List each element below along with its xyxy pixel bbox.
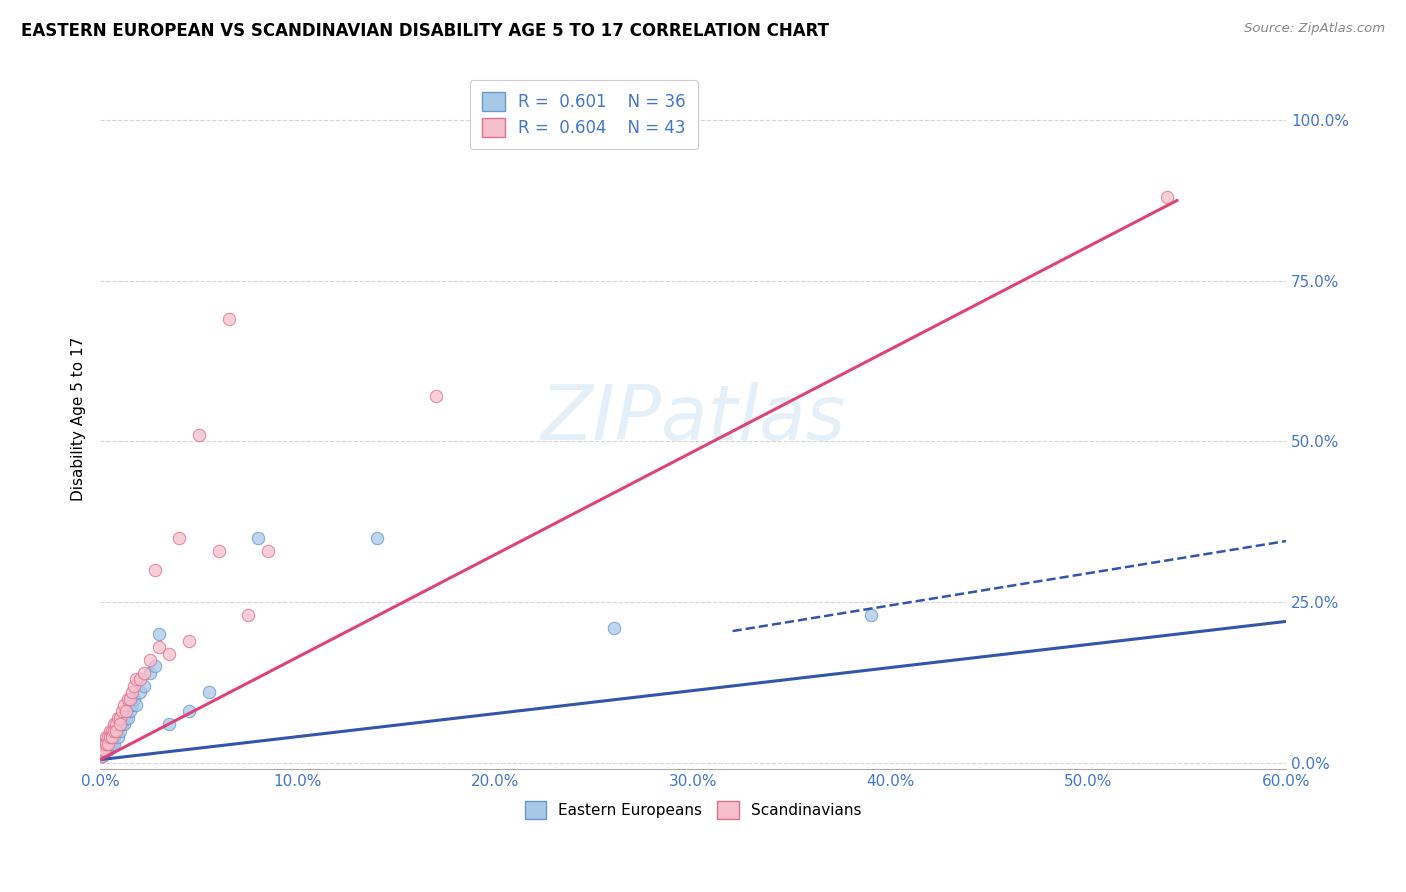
- Point: [94, 743, 117, 757]
- Point: [603, 621, 626, 635]
- Point: [177, 633, 200, 648]
- Point: [177, 705, 200, 719]
- Point: [157, 717, 180, 731]
- Point: [112, 717, 135, 731]
- Point: [98, 730, 121, 744]
- Point: [101, 723, 124, 738]
- Point: [125, 698, 148, 712]
- Point: [122, 679, 145, 693]
- Point: [94, 737, 117, 751]
- Point: [859, 607, 882, 622]
- Point: [93, 737, 115, 751]
- Point: [98, 723, 121, 738]
- Point: [145, 659, 167, 673]
- Point: [97, 737, 120, 751]
- Point: [157, 647, 180, 661]
- Point: [97, 743, 120, 757]
- Point: [132, 665, 155, 680]
- Point: [91, 743, 114, 757]
- Point: [138, 653, 160, 667]
- Point: [93, 737, 115, 751]
- Point: [111, 705, 134, 719]
- Point: [93, 743, 115, 757]
- Point: [108, 723, 131, 738]
- Point: [114, 705, 136, 719]
- Point: [138, 665, 160, 680]
- Point: [247, 531, 270, 545]
- Point: [238, 607, 260, 622]
- Point: [103, 723, 125, 738]
- Point: [107, 730, 129, 744]
- Y-axis label: Disability Age 5 to 17: Disability Age 5 to 17: [72, 337, 86, 501]
- Point: [1156, 190, 1178, 204]
- Point: [94, 730, 117, 744]
- Legend: Eastern Europeans, Scandinavians: Eastern Europeans, Scandinavians: [519, 795, 868, 825]
- Point: [117, 691, 139, 706]
- Point: [93, 743, 115, 757]
- Point: [128, 673, 150, 687]
- Point: [98, 730, 121, 744]
- Point: [97, 737, 120, 751]
- Point: [108, 711, 131, 725]
- Point: [643, 132, 665, 146]
- Point: [257, 543, 280, 558]
- Point: [97, 730, 120, 744]
- Point: [145, 563, 167, 577]
- Point: [98, 737, 121, 751]
- Point: [132, 679, 155, 693]
- Point: [103, 730, 125, 744]
- Point: [101, 730, 124, 744]
- Point: [128, 685, 150, 699]
- Point: [114, 711, 136, 725]
- Point: [125, 673, 148, 687]
- Point: [118, 691, 141, 706]
- Point: [122, 691, 145, 706]
- Point: [108, 717, 131, 731]
- Point: [117, 711, 139, 725]
- Point: [107, 711, 129, 725]
- Point: [104, 717, 127, 731]
- Point: [103, 737, 125, 751]
- Point: [91, 749, 114, 764]
- Point: [94, 737, 117, 751]
- Point: [112, 698, 135, 712]
- Point: [103, 717, 125, 731]
- Point: [425, 389, 447, 403]
- Point: [101, 730, 124, 744]
- Point: [104, 723, 127, 738]
- Point: [198, 685, 221, 699]
- Point: [148, 627, 170, 641]
- Text: EASTERN EUROPEAN VS SCANDINAVIAN DISABILITY AGE 5 TO 17 CORRELATION CHART: EASTERN EUROPEAN VS SCANDINAVIAN DISABIL…: [21, 22, 830, 40]
- Point: [121, 685, 143, 699]
- Point: [118, 705, 141, 719]
- Point: [187, 428, 209, 442]
- Point: [148, 640, 170, 655]
- Point: [218, 312, 240, 326]
- Text: ZIPatlas: ZIPatlas: [540, 382, 846, 456]
- Point: [101, 737, 124, 751]
- Point: [208, 543, 231, 558]
- Text: Source: ZipAtlas.com: Source: ZipAtlas.com: [1244, 22, 1385, 36]
- Point: [111, 717, 134, 731]
- Point: [104, 723, 127, 738]
- Point: [121, 698, 143, 712]
- Point: [167, 531, 190, 545]
- Point: [91, 749, 114, 764]
- Point: [366, 531, 388, 545]
